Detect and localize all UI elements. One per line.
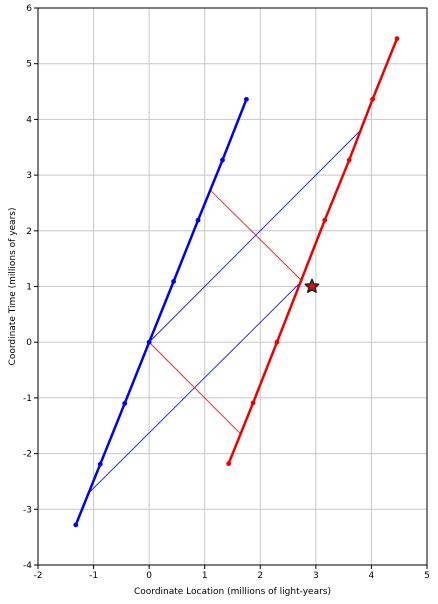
y-tick-label: 3 xyxy=(26,171,32,181)
light-ray-line xyxy=(88,280,303,493)
worldlines xyxy=(73,36,400,528)
x-tick-label: 5 xyxy=(424,571,430,581)
worldline-point xyxy=(243,96,249,102)
worldline-point xyxy=(97,461,103,467)
light-ray-line xyxy=(148,130,361,343)
axis-ticks: -2 -1 0 1 2 3 4 5 -4 -3 -2 -1 0 1 2 3 4 5 6 xyxy=(23,4,430,581)
worldline-point xyxy=(226,461,232,467)
y-tick-label: -4 xyxy=(23,561,32,571)
worldline-point xyxy=(250,400,256,406)
worldline-point xyxy=(220,157,225,163)
y-tick-label: -1 xyxy=(23,394,32,404)
worldline-point xyxy=(346,157,352,163)
worldline xyxy=(74,98,248,526)
worldline-point xyxy=(274,339,280,345)
y-tick-label: -3 xyxy=(23,505,32,515)
light-ray-line xyxy=(209,189,303,282)
light-ray-line xyxy=(148,341,241,434)
x-tick-label: 0 xyxy=(146,571,152,581)
worldline-point xyxy=(122,401,128,406)
worldline-point xyxy=(394,36,400,42)
y-axis-title: Coordinate Time (millions of years) xyxy=(8,208,18,366)
event-marker-layer xyxy=(304,278,320,293)
y-tick-label: 1 xyxy=(26,283,32,293)
y-tick-label: 5 xyxy=(26,60,32,70)
y-tick-label: -2 xyxy=(23,450,32,460)
worldline-point xyxy=(195,217,201,223)
x-tick-label: -1 xyxy=(89,571,98,581)
worldline-point xyxy=(73,522,79,528)
worldline-point xyxy=(146,339,152,345)
x-tick-label: 3 xyxy=(313,571,319,581)
grid-lines xyxy=(38,8,427,565)
worldline-point xyxy=(322,217,328,223)
x-tick-label: 2 xyxy=(257,571,263,581)
event-star-marker xyxy=(304,278,320,293)
x-tick-label: 4 xyxy=(369,571,375,581)
y-tick-label: 4 xyxy=(26,115,32,125)
y-tick-label: 6 xyxy=(26,4,32,14)
y-tick-label: 2 xyxy=(26,227,32,237)
light-rays xyxy=(88,130,361,493)
y-tick-label: 0 xyxy=(26,338,32,348)
worldline-point xyxy=(370,96,375,102)
worldline-point xyxy=(171,279,176,284)
x-axis-title: Coordinate Location (millions of light-y… xyxy=(134,587,331,597)
x-tick-label: -2 xyxy=(34,571,43,581)
x-tick-label: 1 xyxy=(202,571,208,581)
